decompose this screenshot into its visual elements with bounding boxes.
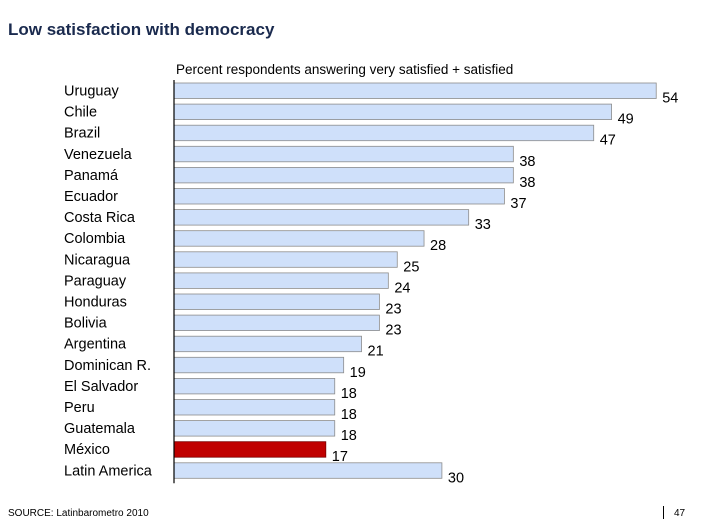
chart-subtitle: Percent respondents answering very satis…: [176, 62, 514, 77]
bar-paraguay: [173, 272, 389, 289]
bar-brazil: [173, 124, 595, 142]
value-label: 19: [350, 365, 366, 381]
category-label: Bolivia: [64, 316, 108, 332]
value-label: 18: [341, 386, 357, 402]
page-title: Low satisfaction with democracy: [8, 20, 275, 39]
value-label: 24: [394, 280, 410, 296]
value-label: 23: [385, 323, 401, 339]
value-label: 21: [368, 344, 384, 360]
value-label: 49: [618, 112, 634, 128]
value-label: 23: [385, 302, 401, 318]
value-label: 54: [662, 91, 678, 107]
page-number: 47: [674, 508, 686, 519]
value-label: 18: [341, 407, 357, 423]
value-label: 18: [341, 428, 357, 444]
footer-divider: [663, 506, 664, 519]
category-label: Brazil: [64, 126, 100, 142]
bar-ecuador: [173, 188, 505, 205]
bar-panam-: [173, 166, 514, 184]
category-label: Latin America: [64, 463, 153, 479]
value-label: 47: [600, 133, 616, 149]
category-label: Guatemala: [64, 421, 136, 437]
category-label: Ecuador: [64, 189, 118, 205]
category-label: Panamá: [64, 168, 119, 184]
category-label: Paraguay: [64, 273, 127, 289]
bar-colombia: [173, 230, 425, 247]
bar-costa-rica: [173, 209, 470, 226]
category-label: Nicaragua: [64, 252, 131, 268]
value-label: 37: [510, 196, 526, 212]
category-label: Colombia: [64, 231, 126, 247]
value-label: 30: [448, 470, 464, 486]
category-label: Chile: [64, 105, 97, 121]
value-label: 17: [332, 449, 348, 465]
category-label: Costa Rica: [64, 210, 136, 226]
category-label: El Salvador: [64, 379, 138, 395]
bar-bolivia: [173, 314, 380, 332]
category-label: Argentina: [64, 337, 127, 353]
category-label: Venezuela: [64, 147, 133, 163]
category-label: Peru: [64, 400, 95, 416]
bar-argentina: [173, 335, 362, 353]
bar-el-salvador: [173, 377, 336, 395]
bar-dominican-r-: [173, 356, 345, 374]
value-label: 38: [519, 154, 535, 170]
value-label: 33: [475, 217, 491, 233]
bar-nicaragua: [173, 251, 398, 268]
bar-latin-america: [173, 462, 443, 479]
category-label: Uruguay: [64, 84, 120, 100]
bar-uruguay: [173, 82, 657, 99]
category-label: México: [64, 442, 110, 458]
bar-honduras: [173, 293, 380, 310]
value-label: 28: [430, 238, 446, 254]
value-label: 25: [403, 259, 419, 275]
bar-peru: [173, 399, 336, 416]
source-note: SOURCE: Latinbarometro 2010: [8, 508, 149, 519]
bar-venezuela: [173, 145, 514, 163]
bar-guatemala: [173, 420, 336, 437]
category-label: Honduras: [64, 295, 127, 311]
value-label: 38: [519, 175, 535, 191]
category-label: Dominican R.: [64, 358, 151, 374]
bar-m-xico: [173, 441, 327, 458]
bar-chile: [173, 103, 612, 120]
